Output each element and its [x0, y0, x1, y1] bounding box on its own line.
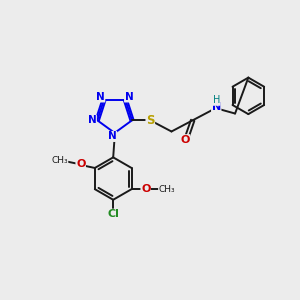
Text: CH₃: CH₃	[51, 156, 68, 165]
Text: CH₃: CH₃	[159, 185, 175, 194]
Text: Cl: Cl	[107, 209, 119, 219]
Text: O: O	[76, 159, 86, 170]
Text: N: N	[108, 131, 117, 142]
Text: N: N	[88, 115, 96, 125]
Text: N: N	[212, 102, 221, 112]
Text: S: S	[146, 114, 154, 127]
Text: N: N	[96, 92, 105, 102]
Text: H: H	[213, 95, 220, 105]
Text: O: O	[141, 184, 150, 194]
Text: O: O	[180, 135, 190, 145]
Text: N: N	[124, 92, 133, 102]
